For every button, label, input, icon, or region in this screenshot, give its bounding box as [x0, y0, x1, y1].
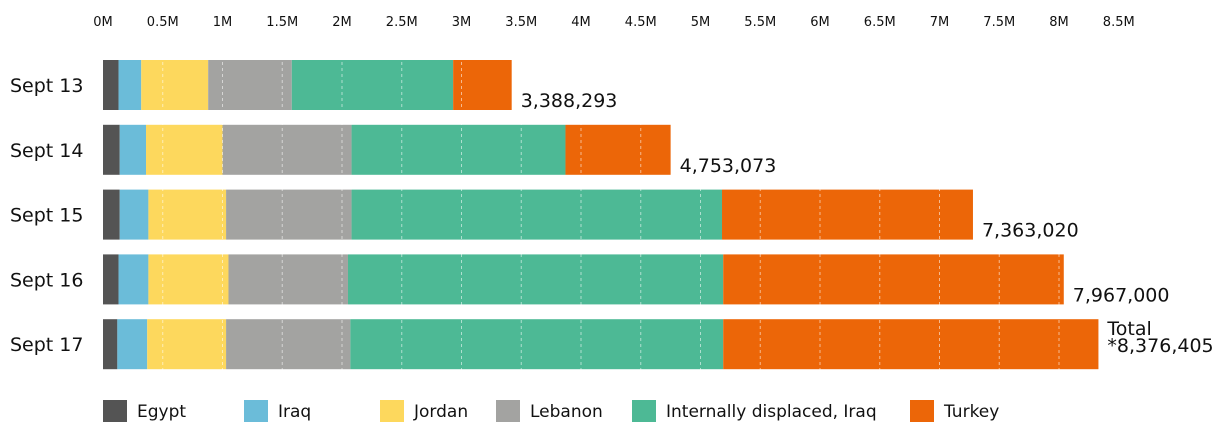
bar-segment-jordan: [147, 319, 227, 370]
bar-segment-turkey: [565, 124, 671, 175]
x-tick-label: 8M: [1049, 15, 1069, 30]
x-tick-label: 6M: [810, 15, 830, 30]
category-label: Sept 14: [10, 140, 83, 162]
bar-segment-internally-displaced-iraq: [291, 60, 454, 110]
legend-label-iraq: Iraq: [278, 402, 311, 422]
x-tick-label: 3.5M: [505, 15, 537, 30]
x-tick-label: 5M: [691, 15, 711, 30]
total-label: *8,376,405: [1107, 335, 1213, 357]
total-heading-label: Total: [1106, 318, 1151, 340]
legend-swatch-iraq: [244, 400, 268, 422]
x-tick-label: 4.5M: [625, 15, 657, 30]
bar-segment-jordan: [141, 60, 209, 110]
bar-segment-egypt: [103, 60, 119, 110]
bar-segment-turkey: [453, 60, 512, 110]
x-tick-label: 4M: [571, 15, 591, 30]
category-labels: Sept 13 Sept 14 Sept 15 Sept 16 Sept 17: [10, 75, 83, 356]
bar-segment-iraq: [119, 124, 147, 175]
bar-segment-iraq: [117, 319, 148, 370]
total-labels: 3,388,293 4,753,073 7,363,020 7,967,000 Tota…: [521, 90, 1214, 357]
x-tick-label: 1.5M: [266, 15, 298, 30]
bar-segment-internally-displaced-iraq: [347, 254, 724, 305]
bar-segment-internally-displaced-iraq: [350, 319, 724, 370]
bar-segment-lebanon: [228, 254, 348, 305]
bar-segment-lebanon: [226, 319, 351, 370]
gridlines: [162, 56, 1120, 372]
legend-label-jordan: Jordan: [413, 402, 468, 422]
bar-segment-internally-displaced-iraq: [351, 124, 566, 175]
x-tick-label: 2M: [332, 15, 352, 30]
legend-label-egypt: Egypt: [137, 402, 186, 422]
bars: [103, 60, 1099, 370]
bar-segment-jordan: [148, 189, 227, 240]
legend: Egypt Iraq Jordan Lebanon Internally displac…: [103, 400, 999, 422]
x-tick-label: 7M: [930, 15, 950, 30]
category-label: Sept 16: [10, 269, 83, 291]
bar-segment-lebanon: [222, 124, 352, 175]
legend-swatch-lebanon: [496, 400, 520, 422]
bar-segment-egypt: [103, 254, 119, 305]
bar-segment-turkey: [722, 189, 973, 240]
legend-swatch-turkey: [910, 400, 934, 422]
legend-label-lebanon: Lebanon: [530, 402, 603, 422]
total-label: 4,753,073: [680, 155, 777, 177]
total-label: 7,967,000: [1073, 284, 1170, 306]
x-axis-ticks: 0M 0.5M 1M 1.5M 2M 2.5M 3M 3.5M 4M 4.5M 5M 5.5M 6M 6.…: [93, 15, 1134, 30]
x-tick-label: 7.5M: [983, 15, 1015, 30]
x-tick-label: 3M: [452, 15, 472, 30]
category-label: Sept 17: [10, 334, 83, 356]
bar-segment-turkey: [723, 319, 1099, 370]
bar-segment-jordan: [148, 254, 229, 305]
bar-segment-iraq: [119, 189, 149, 240]
legend-swatch-egypt: [103, 400, 127, 422]
bar-segment-iraq: [118, 60, 142, 110]
bar-segment-lebanon: [208, 60, 292, 110]
bar-segment-jordan: [146, 124, 223, 175]
legend-swatch-internally-displaced-iraq: [632, 400, 656, 422]
bar-segment-internally-displaced-iraq: [351, 189, 723, 240]
legend-label-internally-displaced-iraq: Internally displaced, Iraq: [666, 402, 877, 422]
bar-segment-egypt: [103, 124, 120, 175]
legend-swatch-jordan: [380, 400, 404, 422]
bar-segment-lebanon: [226, 189, 352, 240]
total-label: 3,388,293: [521, 90, 618, 112]
bar-segment-egypt: [103, 189, 120, 240]
x-tick-label: 5.5M: [744, 15, 776, 30]
category-label: Sept 13: [10, 75, 83, 97]
x-tick-label: 2.5M: [386, 15, 418, 30]
x-tick-label: 6.5M: [864, 15, 896, 30]
bar-segment-turkey: [723, 254, 1064, 305]
x-tick-label: 0.5M: [147, 15, 179, 30]
bar-segment-iraq: [118, 254, 149, 305]
x-tick-label: 0M: [93, 15, 113, 30]
x-tick-label: 1M: [213, 15, 233, 30]
x-tick-label: 8.5M: [1103, 15, 1135, 30]
bar-segment-egypt: [103, 319, 118, 370]
category-label: Sept 15: [10, 205, 83, 227]
total-label: 7,363,020: [982, 220, 1079, 242]
legend-label-turkey: Turkey: [943, 402, 999, 422]
